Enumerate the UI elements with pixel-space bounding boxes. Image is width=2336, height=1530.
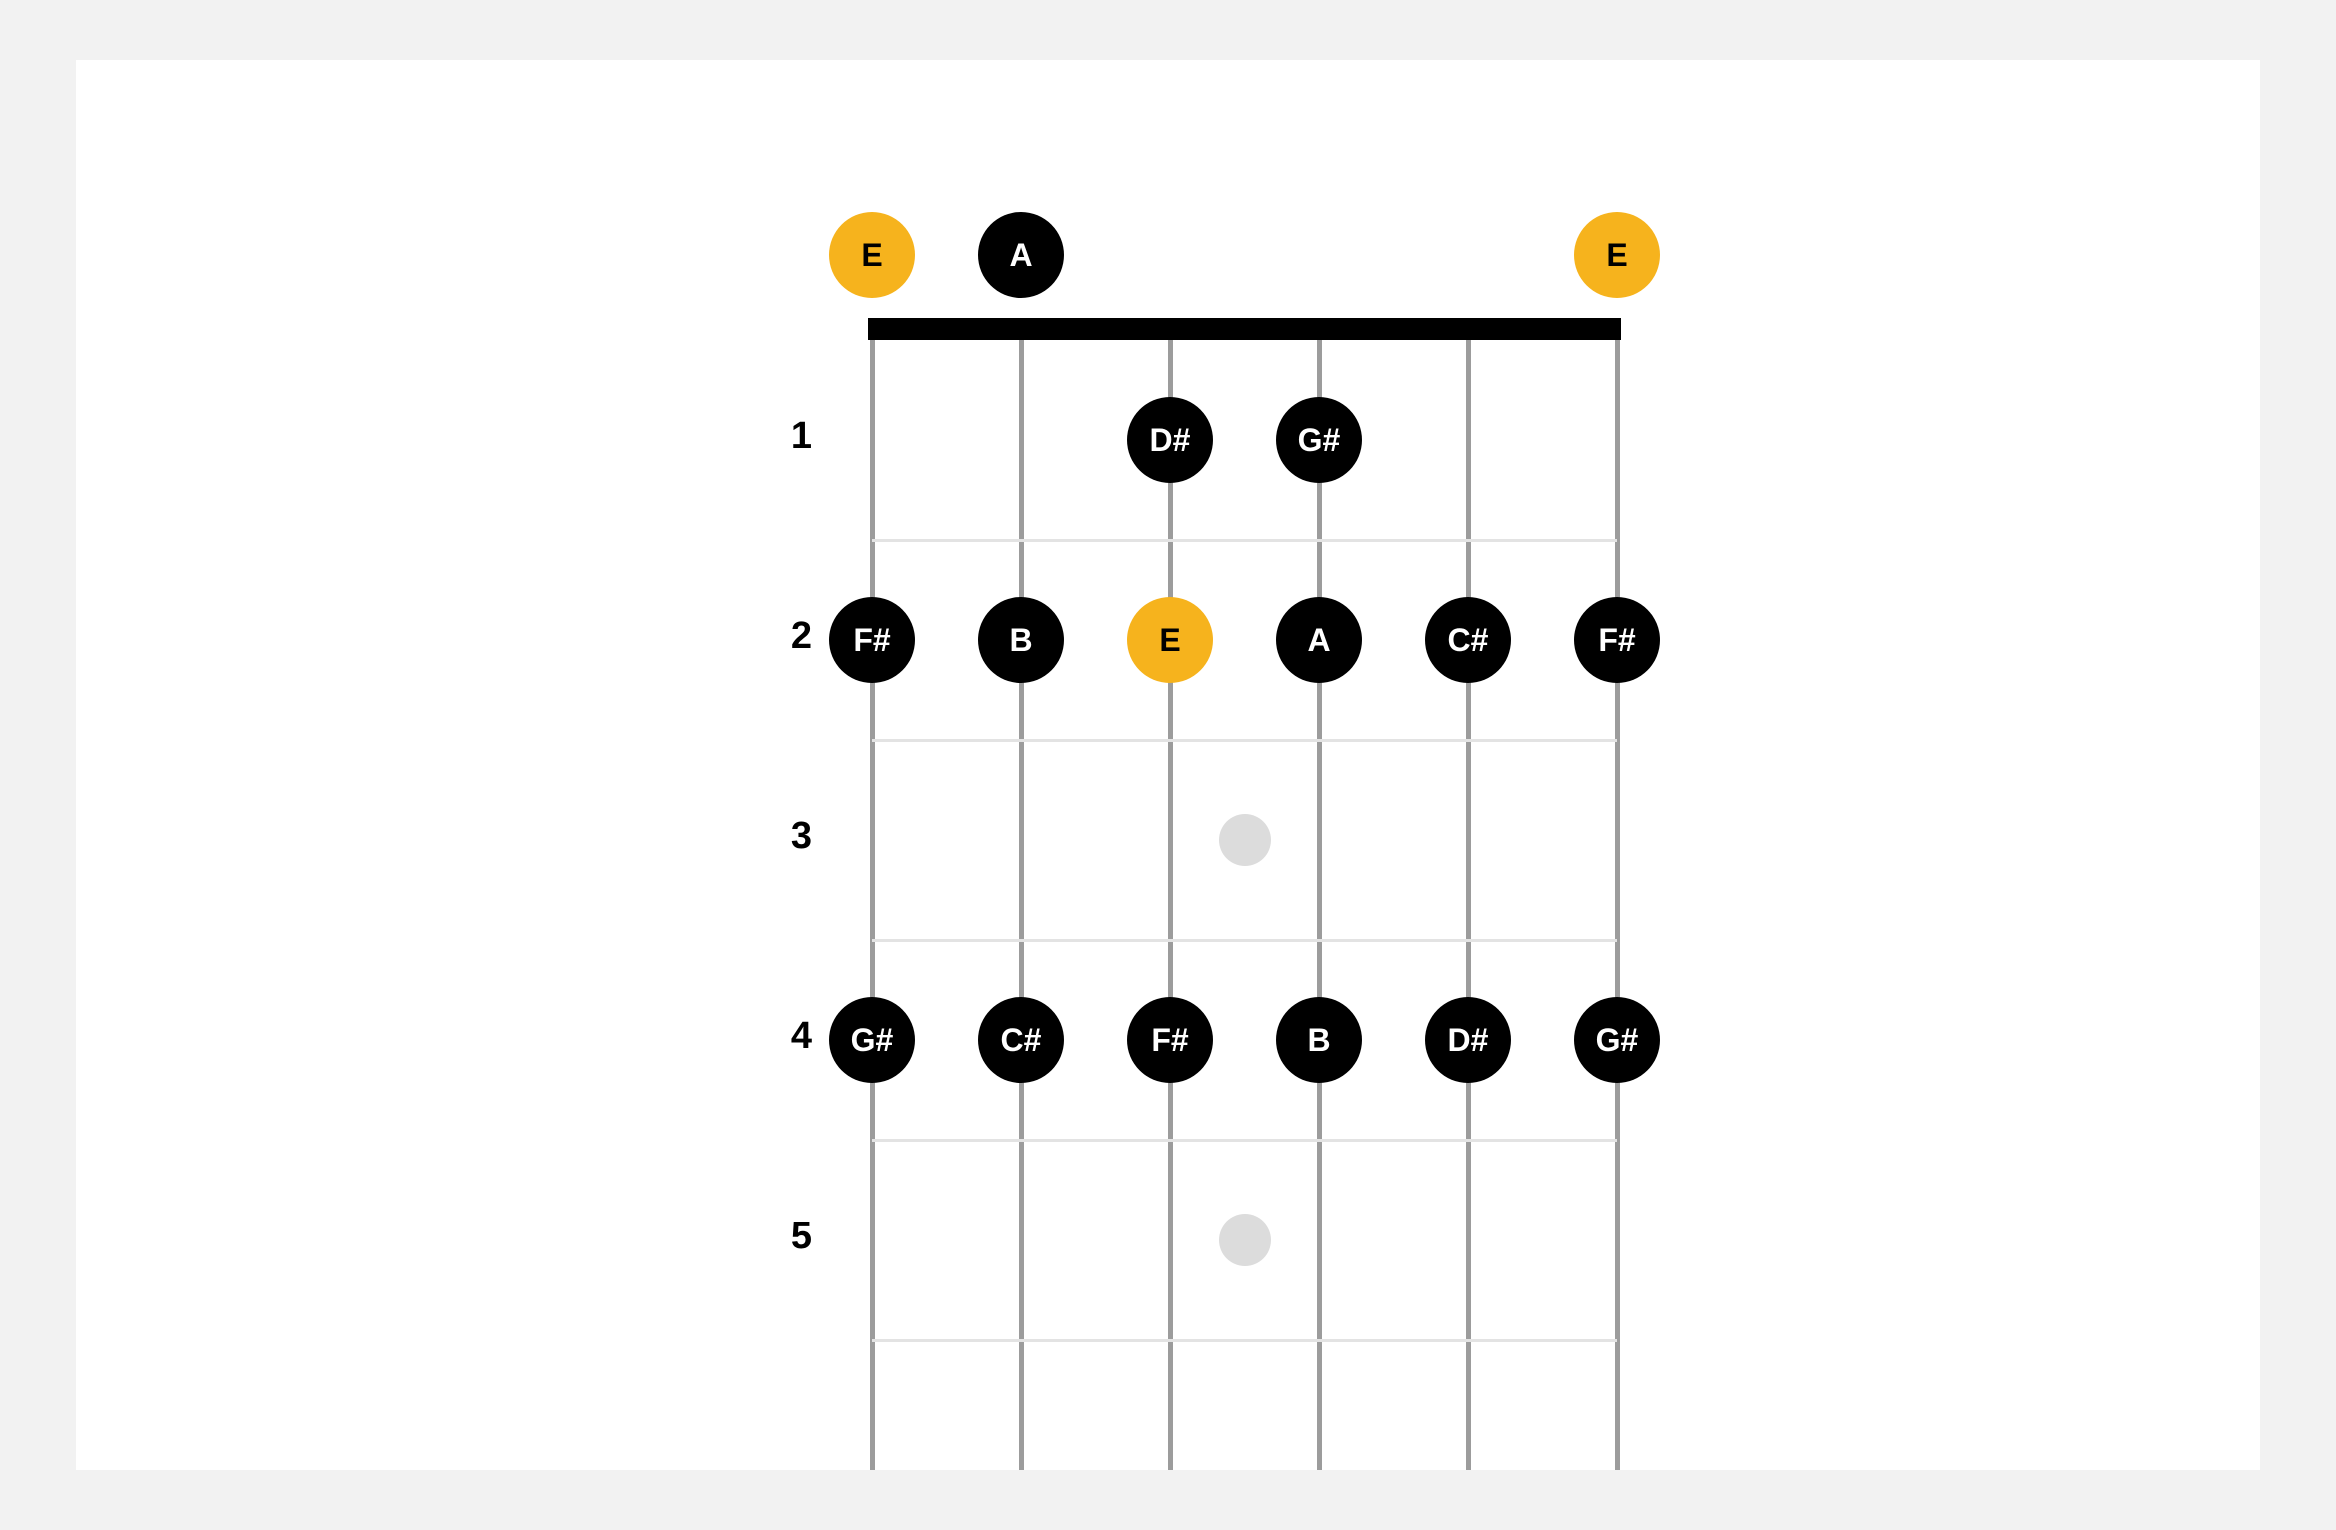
fret-label: 1 [752, 415, 812, 458]
string [1019, 340, 1024, 1470]
note: D# [1425, 997, 1511, 1083]
fretline [872, 739, 1617, 742]
fret-label: 3 [752, 815, 812, 858]
string [1615, 340, 1620, 1470]
note-root: E [1574, 212, 1660, 298]
note: F# [829, 597, 915, 683]
note-root: E [1127, 597, 1213, 683]
chord-diagram-card: 12345EAED#G#F#BEAC#F#G#C#F#BD#G# [76, 60, 2260, 1470]
fretline [872, 1139, 1617, 1142]
note: B [1276, 997, 1362, 1083]
note: D# [1127, 397, 1213, 483]
note: A [1276, 597, 1362, 683]
nut [868, 318, 1621, 340]
fretline [872, 939, 1617, 942]
note: A [978, 212, 1064, 298]
note: C# [1425, 597, 1511, 683]
string [1466, 340, 1471, 1470]
fret-label: 2 [752, 615, 812, 658]
fretboard-stage: 12345EAED#G#F#BEAC#F#G#C#F#BD#G# [76, 60, 2260, 1470]
note: F# [1127, 997, 1213, 1083]
fretline [872, 1339, 1617, 1342]
fret-inlay [1219, 814, 1271, 866]
string [1168, 340, 1173, 1470]
note: G# [1574, 997, 1660, 1083]
note: G# [829, 997, 915, 1083]
note-root: E [829, 212, 915, 298]
note: G# [1276, 397, 1362, 483]
string [1317, 340, 1322, 1470]
note: F# [1574, 597, 1660, 683]
note: B [978, 597, 1064, 683]
fretline [872, 539, 1617, 542]
note: C# [978, 997, 1064, 1083]
fret-inlay [1219, 1214, 1271, 1266]
string [870, 340, 875, 1470]
fret-label: 4 [752, 1015, 812, 1058]
fret-label: 5 [752, 1215, 812, 1258]
